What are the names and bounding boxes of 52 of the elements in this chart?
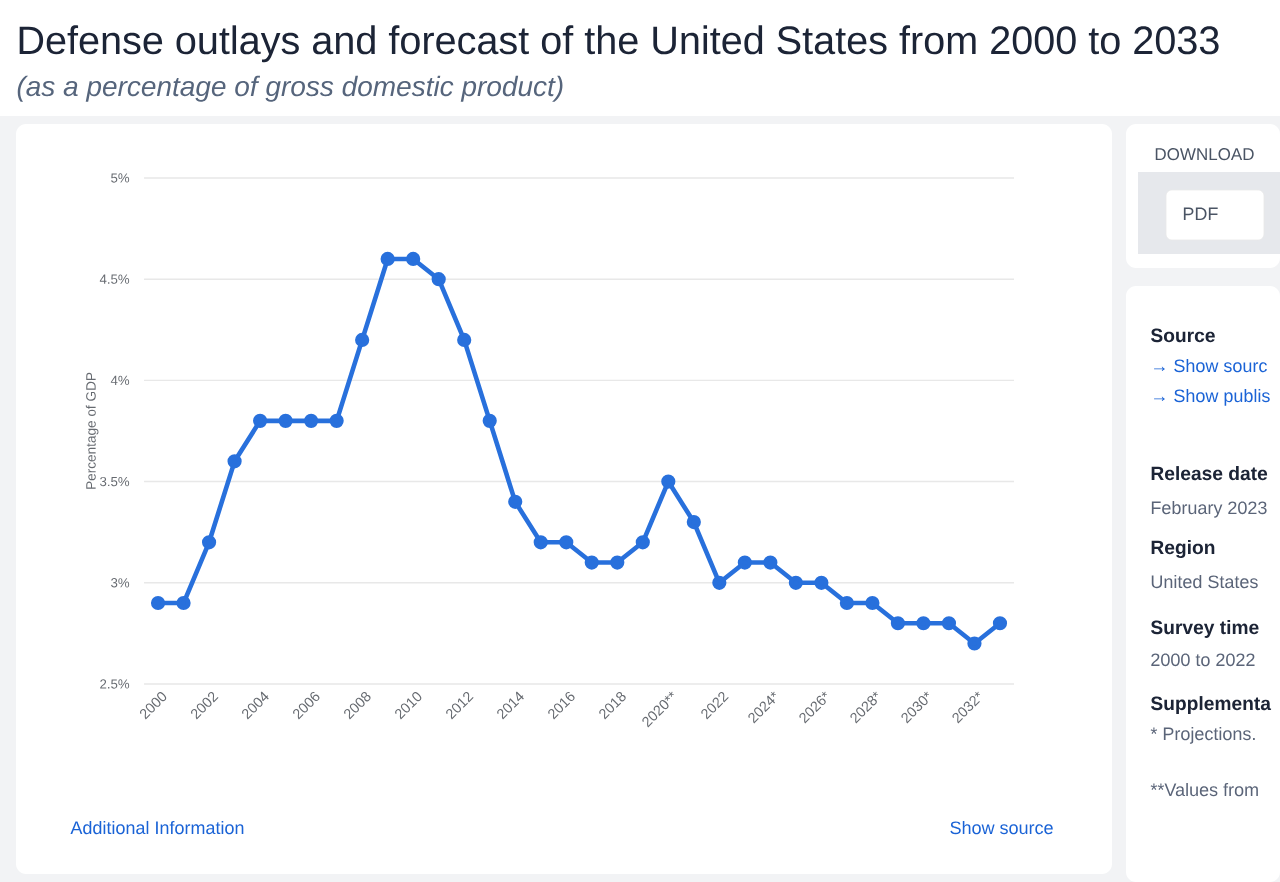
chart-subtitle: (as a percentage of gross domestic product) [17,75,563,102]
point [967,636,982,651]
point [559,535,574,550]
point [176,595,191,611]
point [431,272,446,287]
point [278,413,293,428]
point [329,413,344,428]
point [610,555,625,570]
point [584,555,599,570]
point [227,454,242,469]
point [482,413,497,428]
point [763,555,778,570]
text: **Values from [1150,782,1258,797]
text: PDF [1183,207,1218,220]
point [916,616,931,631]
point [712,575,727,590]
point [814,575,829,590]
text: Show source [950,820,1053,835]
text: Supplementa [1150,696,1272,714]
point [941,616,957,631]
text: 2000 to 2022 [1151,653,1255,667]
point [508,494,523,509]
text: February 2023 [1151,500,1267,518]
point [635,535,650,550]
point [380,251,395,267]
chart-title: Defense outlays and forecast of the United States from 2000 to 2033 [19,25,1219,63]
text: Additional Information [70,820,244,835]
point [737,555,752,570]
point [865,595,880,611]
point [150,595,166,611]
text: Survey time [1150,620,1259,638]
text: United States [1151,574,1258,589]
point [355,332,370,347]
point [457,332,472,347]
point [253,413,268,428]
point [304,413,319,428]
point [533,535,548,550]
text: Release date [1151,466,1268,481]
point [839,595,854,611]
text: Region [1151,540,1215,559]
point [661,474,676,489]
point [992,616,1008,631]
point [788,575,803,590]
point [686,514,701,530]
point [890,616,906,631]
text: Source [1150,328,1215,343]
text: * Projections. [1150,726,1255,744]
point [201,535,217,550]
text: → Show publis [1154,388,1270,406]
text: DOWNLOAD [1155,148,1254,161]
text: → Show sourc [1154,358,1267,373]
point [406,251,421,267]
